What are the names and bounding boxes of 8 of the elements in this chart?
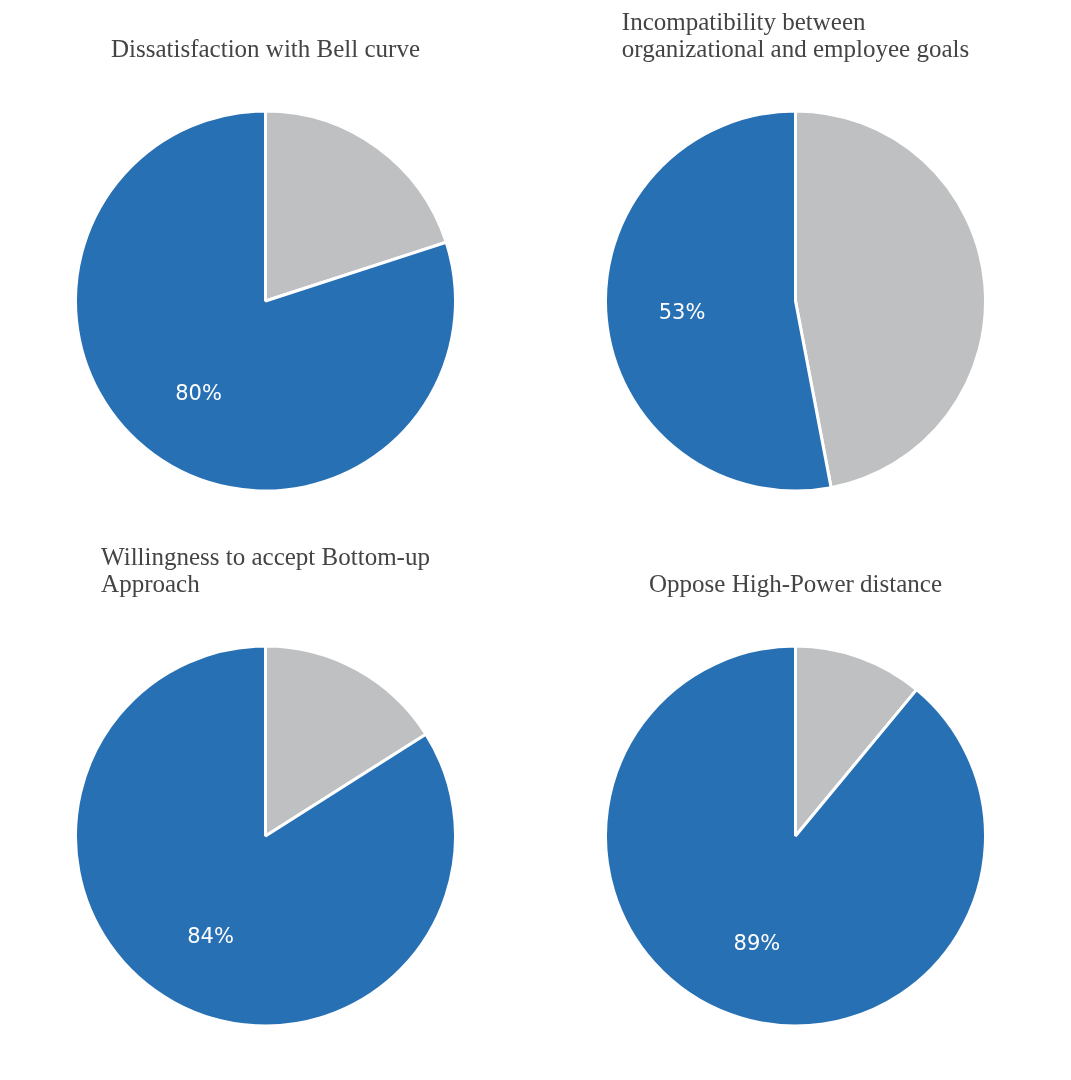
data-label: 53% — [658, 299, 706, 324]
data-label: 84% — [187, 923, 234, 948]
chart-title: Oppose High-Power distance — [649, 569, 942, 597]
data-label: 89% — [733, 931, 781, 956]
chart-title: Incompatibility between organizational and employee goals — [621, 7, 970, 62]
data-label: 80% — [175, 381, 222, 406]
chart-title: Willingness to accept Bottom-up Approach — [101, 542, 430, 597]
chart-title: Dissatisfaction with Bell curve — [111, 34, 420, 62]
